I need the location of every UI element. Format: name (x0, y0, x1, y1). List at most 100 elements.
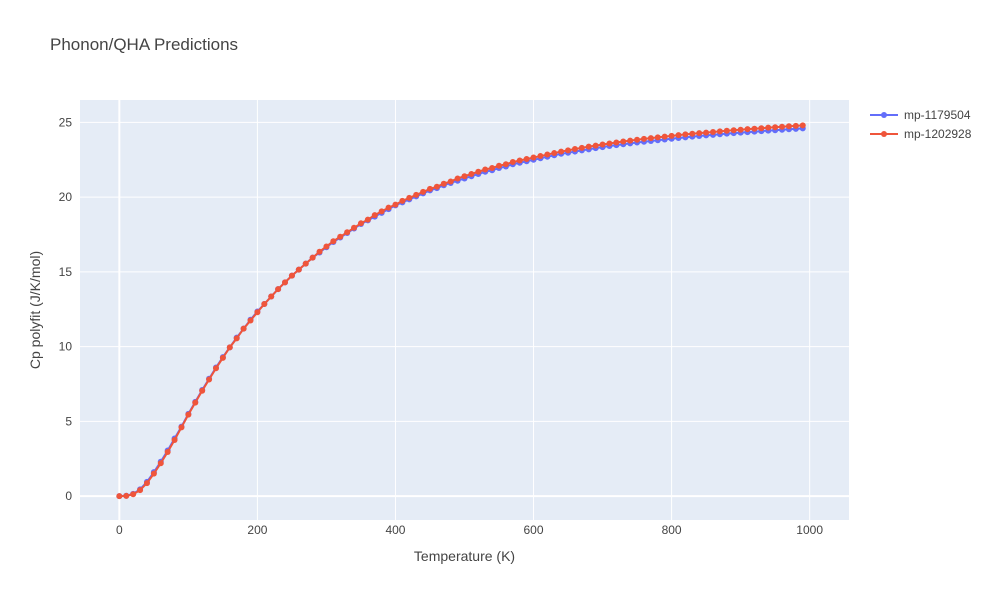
data-point[interactable] (502, 161, 509, 168)
data-point[interactable] (323, 243, 330, 250)
data-point[interactable] (288, 272, 295, 279)
data-point[interactable] (240, 325, 247, 332)
legend[interactable]: mp-1179504 mp-1202928 (870, 108, 972, 141)
data-point[interactable] (489, 165, 496, 172)
data-point[interactable] (613, 139, 620, 146)
data-point[interactable] (295, 266, 302, 273)
data-point[interactable] (123, 492, 130, 499)
data-point[interactable] (330, 238, 337, 245)
data-point[interactable] (620, 138, 627, 145)
data-point[interactable] (371, 212, 378, 219)
data-point[interactable] (226, 344, 233, 351)
data-point[interactable] (185, 411, 192, 418)
data-point[interactable] (116, 493, 123, 500)
data-point[interactable] (537, 153, 544, 160)
data-point[interactable] (592, 142, 599, 149)
data-point[interactable] (143, 480, 150, 487)
data-point[interactable] (309, 254, 316, 261)
legend-item[interactable]: mp-1179504 (870, 108, 971, 122)
data-point[interactable] (247, 317, 254, 324)
data-point[interactable] (654, 134, 661, 141)
data-point[interactable] (468, 170, 475, 177)
data-point[interactable] (682, 131, 689, 138)
data-point[interactable] (758, 125, 765, 132)
data-point[interactable] (730, 127, 737, 134)
data-point[interactable] (164, 448, 171, 455)
data-point[interactable] (337, 233, 344, 240)
data-point[interactable] (661, 133, 668, 140)
data-point[interactable] (316, 248, 323, 255)
data-point[interactable] (344, 229, 351, 236)
data-point[interactable] (275, 286, 282, 293)
data-point[interactable] (351, 224, 358, 231)
data-point[interactable] (647, 135, 654, 142)
data-point[interactable] (710, 128, 717, 135)
series-mp-1202928[interactable] (116, 122, 806, 500)
data-point[interactable] (137, 487, 144, 494)
data-point[interactable] (192, 399, 199, 406)
data-point[interactable] (634, 136, 641, 143)
data-point[interactable] (482, 166, 489, 173)
data-point[interactable] (199, 387, 206, 394)
data-point[interactable] (261, 301, 268, 308)
data-point[interactable] (378, 208, 385, 215)
data-point[interactable] (675, 132, 682, 139)
data-point[interactable] (413, 191, 420, 198)
data-point[interactable] (364, 216, 371, 223)
legend-item[interactable]: mp-1202928 (870, 127, 972, 141)
data-point[interactable] (530, 154, 537, 161)
data-point[interactable] (516, 157, 523, 164)
data-point[interactable] (744, 126, 751, 133)
data-point[interactable] (779, 123, 786, 130)
data-point[interactable] (461, 173, 468, 180)
data-point[interactable] (785, 123, 792, 130)
data-point[interactable] (737, 126, 744, 133)
data-point[interactable] (551, 150, 558, 157)
data-point[interactable] (171, 437, 178, 444)
data-point[interactable] (406, 194, 413, 201)
data-point[interactable] (357, 220, 364, 227)
data-point[interactable] (302, 260, 309, 267)
data-point[interactable] (420, 188, 427, 195)
data-point[interactable] (640, 135, 647, 142)
data-point[interactable] (751, 125, 758, 132)
data-point[interactable] (254, 309, 261, 316)
data-point[interactable] (206, 376, 213, 383)
data-point[interactable] (433, 183, 440, 190)
data-point[interactable] (440, 180, 447, 187)
data-point[interactable] (571, 146, 578, 153)
data-point[interactable] (765, 124, 772, 131)
data-point[interactable] (585, 143, 592, 150)
data-point[interactable] (606, 140, 613, 147)
data-point[interactable] (689, 130, 696, 137)
data-point[interactable] (772, 124, 779, 131)
data-point[interactable] (792, 122, 799, 129)
data-point[interactable] (523, 156, 530, 163)
data-point[interactable] (385, 204, 392, 211)
data-point[interactable] (599, 141, 606, 148)
data-point[interactable] (627, 137, 634, 144)
data-point[interactable] (496, 162, 503, 169)
data-point[interactable] (447, 178, 454, 185)
data-point[interactable] (150, 470, 157, 477)
data-point[interactable] (696, 130, 703, 137)
data-point[interactable] (544, 151, 551, 158)
data-point[interactable] (703, 129, 710, 136)
data-point[interactable] (558, 148, 565, 155)
data-point[interactable] (157, 460, 164, 467)
data-point[interactable] (268, 293, 275, 300)
data-point[interactable] (130, 491, 137, 498)
data-point[interactable] (219, 354, 226, 361)
data-point[interactable] (475, 168, 482, 175)
data-point[interactable] (212, 365, 219, 372)
data-point[interactable] (799, 122, 806, 129)
data-point[interactable] (454, 175, 461, 182)
data-point[interactable] (716, 128, 723, 135)
data-point[interactable] (723, 127, 730, 134)
data-point[interactable] (578, 144, 585, 151)
data-point[interactable] (233, 335, 240, 342)
data-point[interactable] (178, 424, 185, 431)
data-point[interactable] (399, 197, 406, 204)
data-point[interactable] (392, 201, 399, 208)
data-point[interactable] (282, 279, 289, 286)
